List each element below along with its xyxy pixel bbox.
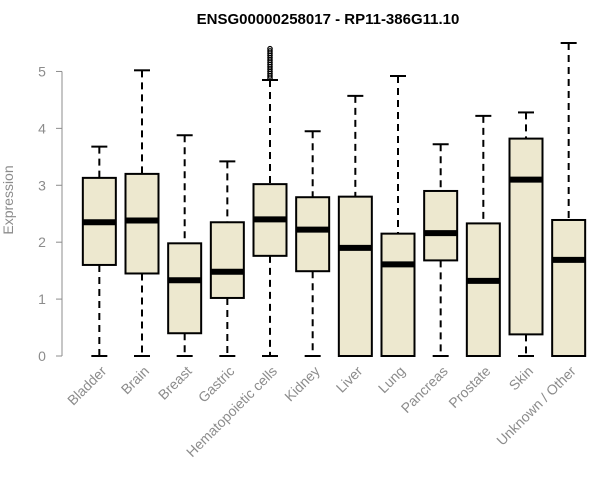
chart-title: ENSG00000258017 - RP11-386G11.10 bbox=[197, 11, 460, 28]
y-tick-label: 4 bbox=[38, 120, 46, 136]
iqr-box bbox=[295, 196, 331, 273]
box-prostate bbox=[465, 114, 501, 357]
iqr-box bbox=[465, 222, 501, 357]
box-brain bbox=[124, 69, 160, 357]
x-tick-label: Pancreas bbox=[398, 363, 451, 416]
x-tick-label: Breast bbox=[155, 363, 195, 403]
box-kidney bbox=[295, 130, 331, 357]
iqr-box bbox=[423, 189, 459, 262]
box-unknown-other bbox=[551, 42, 587, 357]
boxes bbox=[81, 42, 587, 358]
x-tick-label: Kidney bbox=[281, 363, 323, 405]
box-gastric bbox=[209, 160, 245, 357]
x-tick-label: Skin bbox=[506, 363, 537, 394]
box-bladder bbox=[81, 145, 117, 357]
x-tick-label: Lung bbox=[375, 363, 408, 396]
y-tick-label: 3 bbox=[38, 177, 46, 193]
box-skin bbox=[508, 111, 544, 357]
y-axis-label: Expression bbox=[0, 165, 16, 234]
outlier-point bbox=[267, 48, 273, 54]
iqr-box bbox=[380, 232, 416, 358]
x-tick-label: Gastric bbox=[195, 363, 238, 406]
y-tick-label: 1 bbox=[38, 291, 46, 307]
box-pancreas bbox=[423, 143, 459, 357]
x-tick-label: Brain bbox=[118, 363, 152, 397]
x-tick-label: Liver bbox=[333, 363, 366, 396]
box-breast bbox=[167, 134, 203, 357]
x-tick-label: Prostate bbox=[445, 363, 493, 411]
outlier-point bbox=[267, 45, 273, 52]
iqr-box bbox=[508, 137, 544, 336]
iqr-box bbox=[124, 172, 160, 275]
x-tick-label: Bladder bbox=[64, 363, 110, 409]
y-axis: 0 1 2 3 4 5 bbox=[38, 63, 63, 364]
box-lung bbox=[380, 75, 416, 358]
y-tick-label: 5 bbox=[38, 63, 46, 79]
iqr-box bbox=[551, 218, 587, 357]
y-tick-label: 0 bbox=[38, 348, 46, 364]
y-tick-label: 2 bbox=[38, 234, 46, 250]
box-liver bbox=[337, 94, 373, 357]
iqr-box bbox=[167, 242, 203, 335]
box-hematopoietic-cells bbox=[252, 45, 288, 357]
iqr-box bbox=[209, 221, 245, 299]
x-tick-label: Unknown / Other bbox=[493, 363, 579, 449]
iqr-box bbox=[337, 195, 373, 357]
